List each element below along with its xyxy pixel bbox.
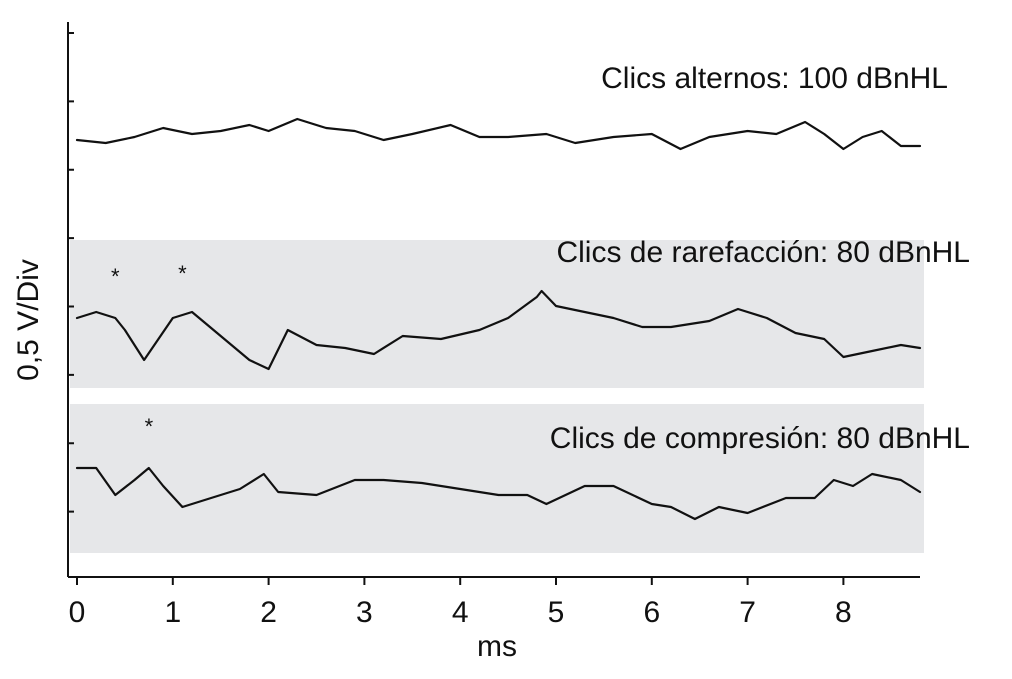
series-label-1: Clics de rarefacción: 80 dBnHL (556, 236, 970, 269)
x-tick-label: 4 (452, 596, 469, 629)
x-tick-label: 7 (739, 596, 756, 629)
series-labels: Clics alternos: 100 dBnHL Clics de rarefa… (550, 62, 970, 455)
series-trace-2 (75, 466, 922, 521)
shaded-band-1 (70, 240, 924, 388)
x-tick-label: 8 (835, 596, 852, 629)
x-tick-label: 0 (69, 596, 86, 629)
shaded-bands (70, 240, 924, 553)
peak-marker-2: * (145, 414, 154, 439)
series-label-2: Clics de compresión: 80 dBnHL (550, 422, 970, 455)
x-axis-label: ms (477, 630, 517, 663)
y-axis-label: 0,5 V/Div (12, 259, 45, 381)
markers: * * * (111, 261, 187, 439)
x-tick-label: 6 (643, 596, 660, 629)
series-label-0: Clics alternos: 100 dBnHL (601, 62, 948, 95)
x-tick-label: 5 (548, 596, 565, 629)
series-trace-1 (75, 289, 922, 371)
x-tick-label: 1 (164, 596, 181, 629)
peak-marker-0: * (111, 264, 120, 289)
shaded-band-2 (70, 404, 924, 553)
traces (75, 117, 922, 521)
x-tick-label: 3 (356, 596, 373, 629)
peak-marker-1: * (178, 261, 187, 286)
series-trace-0 (75, 117, 922, 151)
x-tick-label: 2 (260, 596, 277, 629)
axes: 0 1 2 3 4 5 6 7 8 (67, 22, 920, 629)
